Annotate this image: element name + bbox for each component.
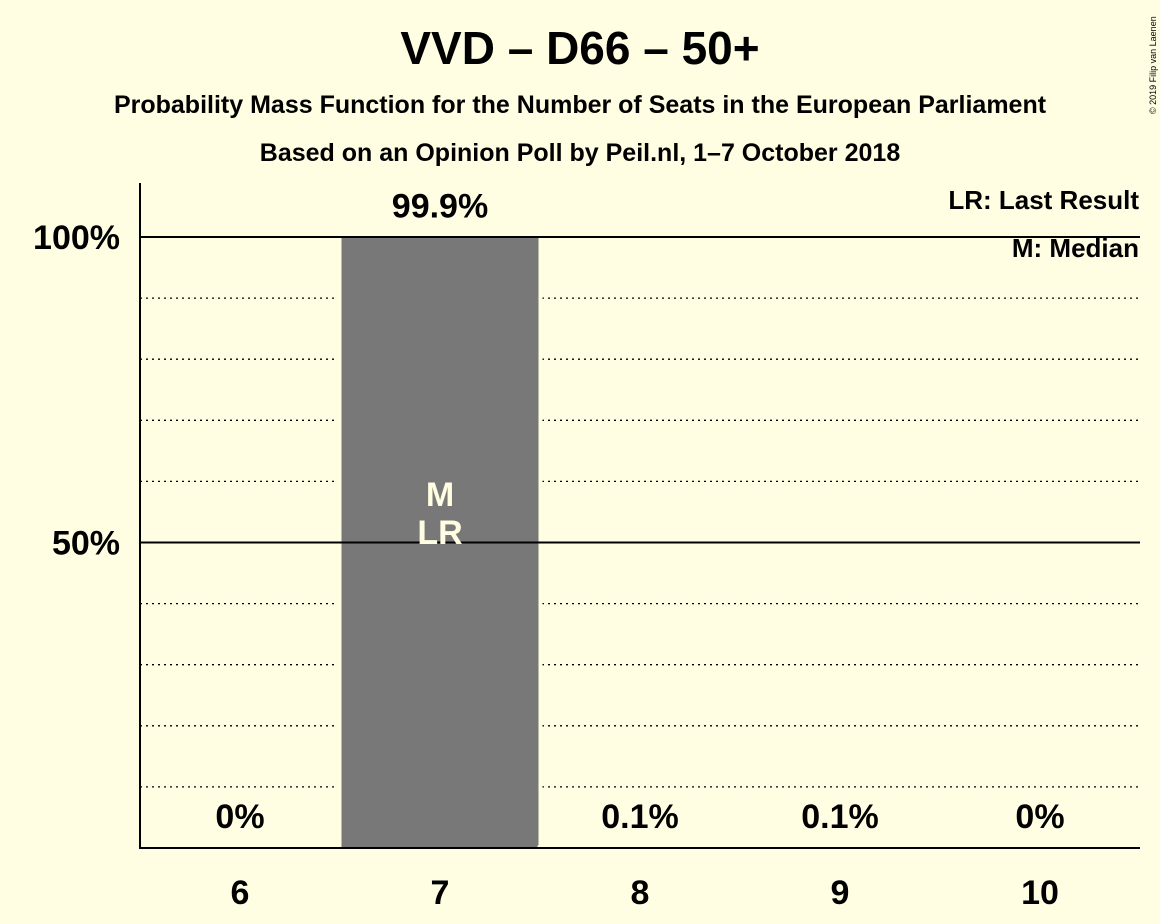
data-labels: 0% 99.9% MLR 0.1% 0.1% 0% <box>215 188 1064 836</box>
grid-lines <box>140 297 1140 788</box>
x-tick-label-6: 6 <box>231 874 250 912</box>
bar-halo <box>737 845 943 848</box>
bar-marker-lr: LR <box>417 514 462 552</box>
chart-title: VVD – D66 – 50+ <box>400 22 759 74</box>
value-label-7: 99.9% <box>392 188 488 226</box>
bar-halo <box>537 845 743 848</box>
y-tick-label-50: 50% <box>52 525 120 563</box>
x-tick-label-9: 9 <box>831 874 850 912</box>
x-tick-label-10: 10 <box>1021 874 1059 912</box>
axes <box>139 183 1140 849</box>
copyright-note: © 2019 Filip van Laenen <box>1148 16 1158 114</box>
bar-marker-m: M <box>426 476 454 514</box>
x-tick-label-7: 7 <box>431 874 450 912</box>
value-label-8: 0.1% <box>601 798 679 836</box>
value-label-10: 0% <box>1015 798 1064 836</box>
major-grid-lines <box>140 236 1140 544</box>
x-tick-label-8: 8 <box>631 874 650 912</box>
chart-subtitle: Probability Mass Function for the Number… <box>114 91 1047 119</box>
value-label-9: 0.1% <box>801 798 879 836</box>
y-tick-label-100: 100% <box>33 219 120 257</box>
legend-last-result: LR: Last Result <box>948 185 1139 215</box>
tick-labels: 50% 100% 6 7 8 9 10 <box>33 219 1059 912</box>
value-label-6: 0% <box>215 798 264 836</box>
chart-subtitle-source: Based on an Opinion Poll by Peil.nl, 1–7… <box>260 139 901 167</box>
legend-median: M: Median <box>1012 233 1139 263</box>
